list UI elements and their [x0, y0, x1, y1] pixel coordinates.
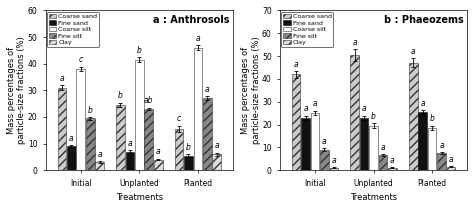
Bar [329, 168, 338, 170]
Bar [76, 69, 85, 170]
Bar [409, 63, 418, 170]
Bar [292, 74, 301, 170]
Text: a: a [362, 104, 366, 113]
Y-axis label: Mass percentages of
particle-size fractions (%): Mass percentages of particle-size fracti… [241, 36, 261, 144]
Text: a: a [449, 155, 453, 164]
Text: c: c [177, 114, 181, 123]
Bar [388, 168, 397, 170]
Text: a: a [128, 139, 132, 148]
Bar [95, 162, 104, 170]
Text: a: a [390, 156, 395, 165]
Text: a: a [303, 104, 308, 113]
Text: c: c [79, 55, 83, 65]
Bar [301, 118, 310, 170]
Bar [437, 153, 446, 170]
Text: b: b [371, 112, 376, 121]
Text: a: a [156, 147, 161, 156]
Bar [360, 118, 368, 170]
Text: a: a [420, 99, 425, 108]
Bar [320, 150, 329, 170]
Text: a: a [69, 134, 73, 143]
Bar [369, 126, 378, 170]
Bar [350, 55, 359, 170]
Text: a: a [332, 156, 336, 165]
Text: a: a [205, 85, 210, 94]
Bar [379, 155, 387, 170]
Text: a: a [322, 137, 327, 146]
Bar [447, 167, 456, 170]
Text: a: a [196, 34, 200, 43]
Bar [310, 113, 319, 170]
Bar [428, 128, 437, 170]
Text: b: b [186, 143, 191, 152]
Bar [57, 88, 66, 170]
Text: a: a [294, 60, 299, 69]
Bar [419, 112, 427, 170]
Bar [86, 118, 94, 170]
Bar [145, 109, 153, 170]
Text: a: a [411, 47, 416, 56]
Text: a: a [381, 143, 385, 152]
Text: a : Anthrosols: a : Anthrosols [153, 15, 229, 25]
Bar [126, 152, 134, 170]
Legend: Coarse sand, Fine sand, Coarse silt, Fine silt, Clay: Coarse sand, Fine sand, Coarse silt, Fin… [281, 12, 333, 47]
Text: b : Phaeozems: b : Phaeozems [383, 15, 463, 25]
Legend: Coarse sand, Fine sand, Coarse silt, Fine silt, Clay: Coarse sand, Fine sand, Coarse silt, Fin… [47, 12, 99, 47]
Text: a: a [60, 74, 64, 83]
Bar [154, 159, 163, 170]
X-axis label: Treatments: Treatments [116, 193, 163, 202]
Bar [116, 105, 125, 170]
X-axis label: Treatments: Treatments [350, 193, 397, 202]
Bar [193, 48, 202, 170]
Bar [212, 154, 221, 170]
Text: a: a [97, 150, 102, 159]
Bar [203, 98, 212, 170]
Bar [174, 129, 183, 170]
Text: a: a [352, 38, 357, 47]
Text: b: b [137, 46, 142, 55]
Text: a: a [439, 140, 444, 149]
Text: b: b [88, 106, 92, 115]
Text: a: a [313, 99, 317, 108]
Bar [135, 60, 144, 170]
Text: b: b [118, 91, 123, 100]
Bar [184, 155, 193, 170]
Bar [67, 146, 76, 170]
Text: a: a [214, 141, 219, 150]
Text: b: b [429, 114, 435, 123]
Y-axis label: Mass percentages of
particle-size fractions (%): Mass percentages of particle-size fracti… [7, 36, 27, 144]
Text: ab: ab [144, 96, 154, 105]
